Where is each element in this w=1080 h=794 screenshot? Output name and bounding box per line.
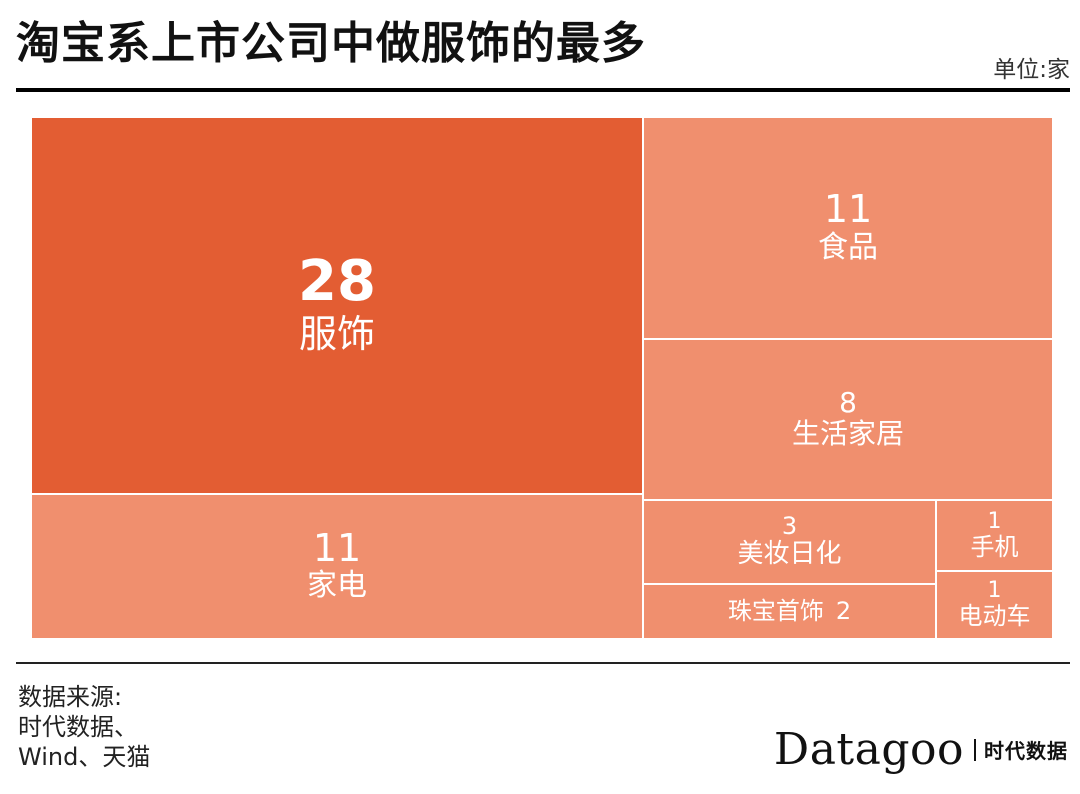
logo-chinese-name: 时代数据 [984, 739, 1068, 763]
cell-label: 食品 [818, 229, 878, 265]
cell-value: 11 [823, 187, 873, 232]
cell-value: 11 [312, 525, 362, 570]
cell-label: 美妆日化 [737, 539, 842, 569]
treemap-cell: 1 电动车 [935, 570, 1054, 640]
treemap-cell: 3 美妆日化 [642, 499, 937, 585]
treemap-cell: 1 手机 [935, 499, 1054, 572]
cell-value: 8 [839, 386, 857, 419]
cell-label: 家电 [307, 568, 367, 604]
data-source: 数据来源: 时代数据、 Wind、天猫 [18, 682, 150, 772]
cell-label: 手机 [970, 532, 1019, 561]
treemap-cell: 珠宝首饰 2 [642, 583, 937, 640]
logo-wordmark: Datagoo [773, 724, 964, 775]
treemap-cell: 8 生活家居 [642, 338, 1054, 501]
cell-label: 电动车 [958, 602, 1031, 631]
cell-value: 28 [298, 249, 376, 315]
source-line-3: Wind、天猫 [18, 743, 151, 771]
cell-label: 服饰 [298, 312, 375, 357]
treemap-cell: 11 食品 [642, 116, 1054, 340]
source-line-1: 数据来源: [18, 683, 123, 711]
treemap-cell: 11 家电 [30, 493, 644, 640]
cell-value: 1 [987, 578, 1002, 604]
bottom-divider [16, 662, 1070, 664]
logo-separator [974, 738, 976, 761]
cell-value: 2 [835, 596, 852, 625]
source-line-2: 时代数据、 [18, 713, 138, 741]
cell-label: 生活家居 [791, 417, 904, 451]
top-divider [16, 88, 1070, 92]
treemap-cell: 28 服饰 [30, 116, 644, 495]
chart-title: 淘宝系上市公司中做服饰的最多 [16, 18, 646, 69]
cell-value: 3 [781, 511, 798, 540]
cell-label: 珠宝首饰 [727, 597, 824, 626]
unit-label: 单位:家 [993, 57, 1070, 83]
datagoo-logo: Datagoo 时代数据 [774, 724, 1068, 775]
cell-value: 1 [987, 508, 1002, 534]
